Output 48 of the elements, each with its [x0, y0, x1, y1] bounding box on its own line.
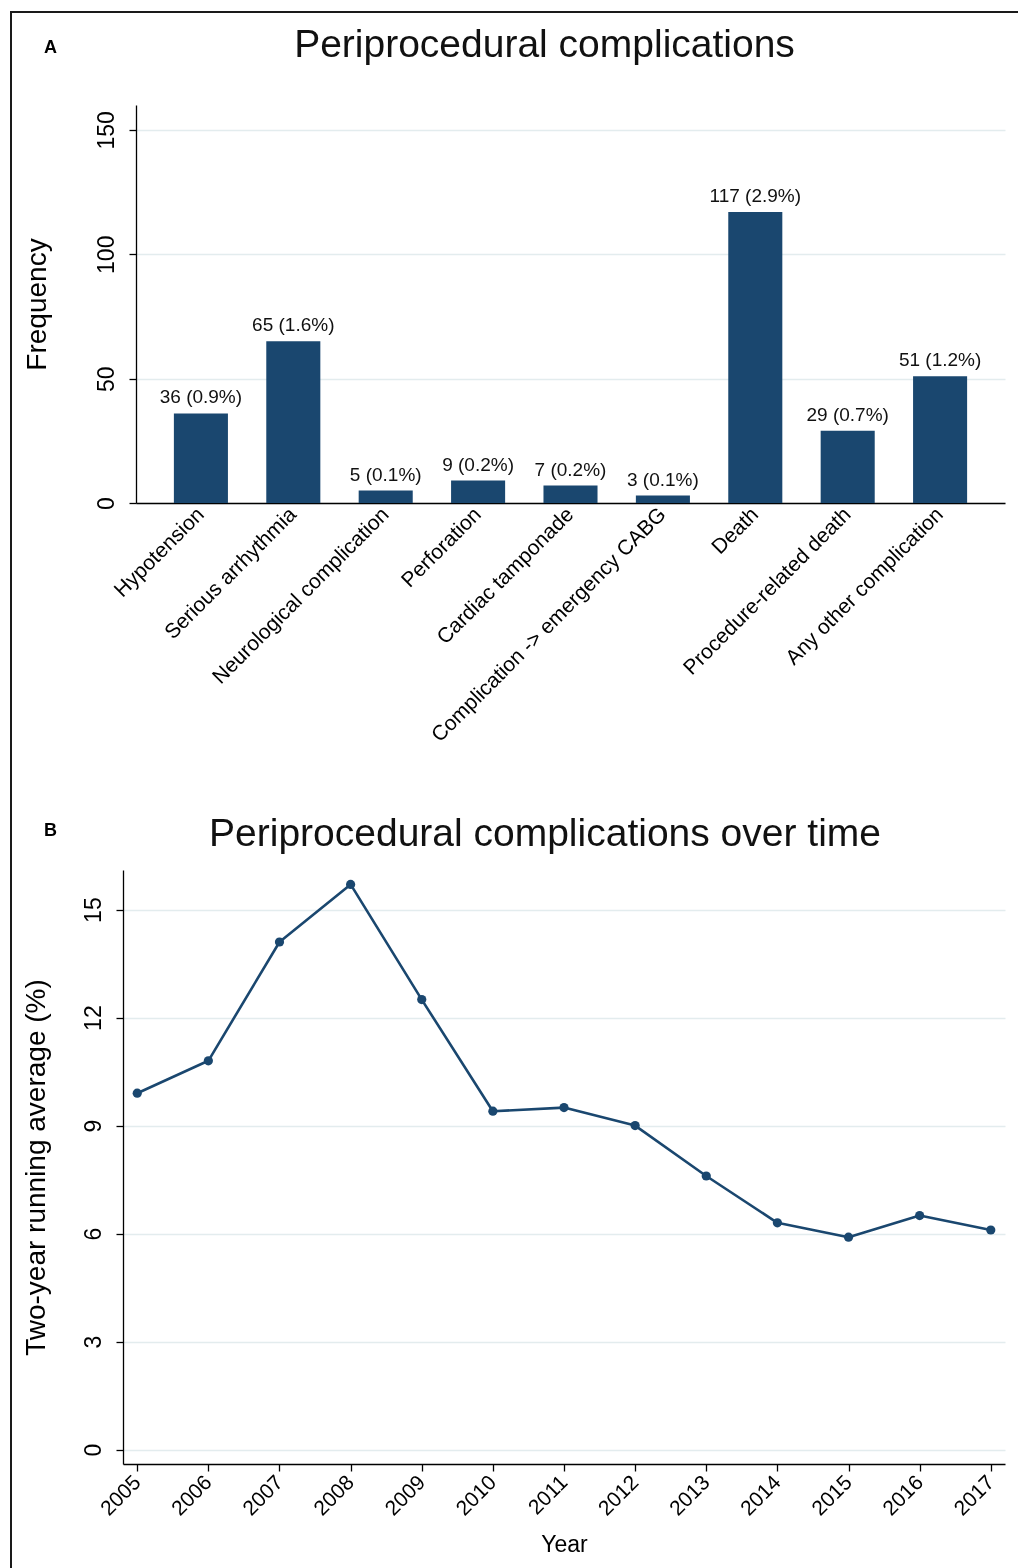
y-tick-label: 50 — [92, 366, 119, 392]
y-tick-label: 12 — [79, 1005, 106, 1031]
y-tick-label: 3 — [79, 1335, 106, 1349]
y-tick-label: 0 — [79, 1443, 106, 1457]
data-label: 29 (0.7%) — [806, 403, 889, 425]
bar — [266, 341, 321, 503]
chart-title: Periprocedural complications — [294, 22, 795, 65]
bar — [635, 495, 690, 503]
data-label: 3 (0.1%) — [626, 468, 699, 490]
chart-title: Periprocedural complications over time — [209, 811, 881, 854]
point — [701, 1171, 711, 1181]
bar — [728, 211, 783, 503]
point — [488, 1106, 498, 1116]
data-label: 36 (0.9%) — [159, 386, 243, 408]
bar — [543, 485, 598, 503]
bar — [358, 490, 413, 503]
point — [346, 879, 356, 889]
y-tick-label: 15 — [79, 897, 106, 923]
bar — [451, 480, 506, 503]
data-label: 9 (0.2%) — [442, 453, 515, 475]
data-label: 5 (0.1%) — [349, 463, 422, 485]
bar — [913, 376, 968, 503]
point — [986, 1225, 996, 1235]
point — [203, 1056, 213, 1066]
x-axis-title: Year — [541, 1530, 589, 1557]
text: A — [44, 37, 57, 57]
y-tick-label: 6 — [79, 1227, 106, 1241]
y-axis-title: Frequency — [20, 238, 52, 371]
point — [559, 1103, 569, 1113]
y-tick-label: 100 — [92, 235, 119, 274]
y-tick-label: 9 — [79, 1119, 106, 1133]
text: B — [44, 820, 57, 840]
y-tick-label: 0 — [92, 497, 119, 510]
point — [843, 1232, 854, 1242]
point — [630, 1121, 640, 1131]
point — [132, 1088, 142, 1098]
data-label: 7 (0.2%) — [534, 458, 607, 480]
y-tick-label: 150 — [92, 111, 119, 150]
point — [915, 1211, 925, 1221]
bar — [173, 413, 228, 503]
point — [772, 1218, 782, 1228]
data-label: 65 (1.6%) — [252, 314, 335, 336]
point — [417, 995, 427, 1005]
bar — [820, 430, 875, 503]
data-label: 51 (1.2%) — [898, 349, 982, 371]
y-axis-title: Two-year running average (%) — [19, 979, 51, 1356]
point — [274, 937, 285, 947]
data-label: 117 (2.9%) — [709, 184, 802, 206]
